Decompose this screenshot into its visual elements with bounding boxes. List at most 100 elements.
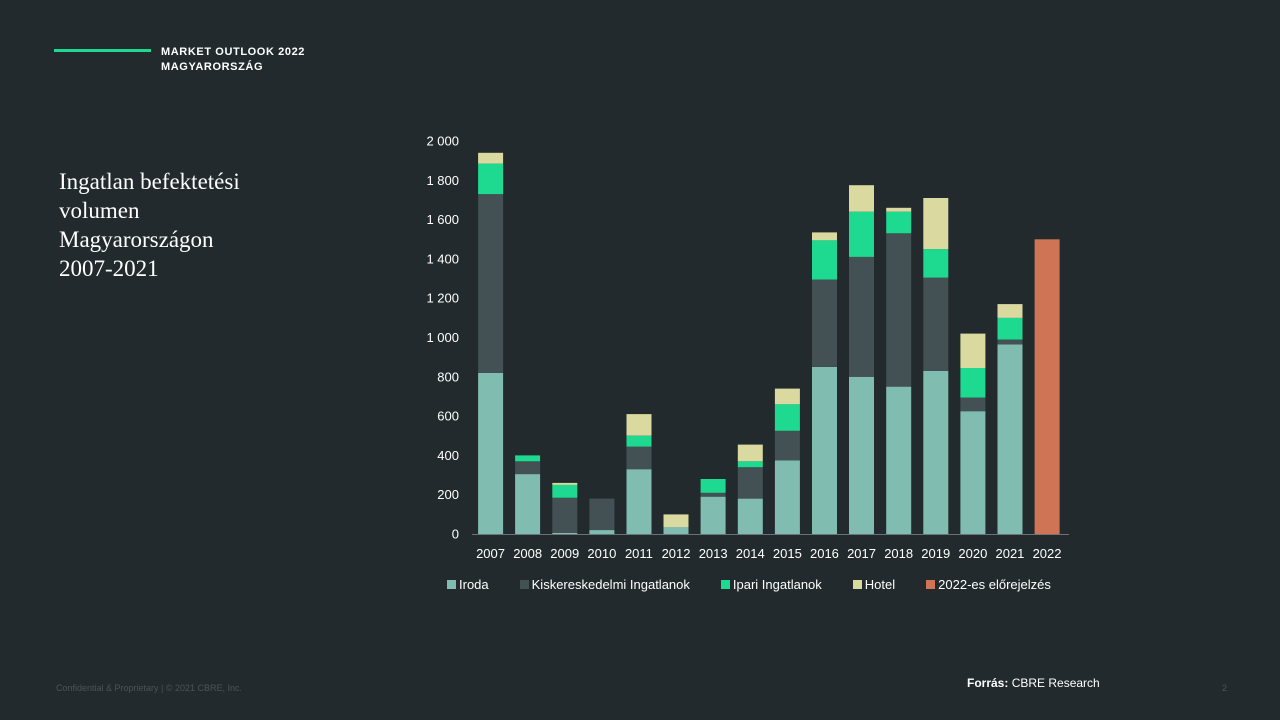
bar-segment [700, 496, 726, 534]
y-tick-label: 1 800 [426, 173, 459, 188]
bar-segment [774, 460, 800, 534]
bar-segment [997, 339, 1023, 345]
bar-segment [589, 498, 615, 530]
legend-item-ipari: Ipari Ingatlanok [720, 577, 822, 592]
header-subtitle: MAGYARORSZÁG [161, 61, 264, 73]
legend-item-iroda: Iroda [447, 577, 489, 592]
bar-segment [774, 388, 800, 405]
bar-segment [849, 185, 874, 212]
x-tick-label: 2011 [625, 546, 653, 561]
legend-item-hotel: Hotel [852, 577, 896, 592]
bar-segment [589, 530, 615, 534]
header-title: MARKET OUTLOOK 2022 [161, 46, 306, 58]
bar-segment [478, 152, 504, 164]
bar-segment [923, 277, 949, 371]
bar-segment [960, 333, 986, 368]
page-title: Ingatlan befektetési volumen Magyarorszá… [59, 167, 319, 283]
legend-swatch-forecast [926, 580, 936, 589]
legend-label: Kiskereskedelmi Ingatlanok [531, 577, 690, 592]
y-tick-label: 0 [452, 527, 459, 542]
bar-segment [812, 367, 837, 534]
x-tick-label: 2016 [810, 546, 839, 561]
legend-label: Ipari Ingatlanok [732, 577, 822, 592]
report-header: MARKET OUTLOOK 2022 MAGYARORSZÁG [161, 45, 305, 75]
bar-segment [849, 211, 874, 257]
bar-segment [997, 344, 1023, 534]
bar-segment [737, 498, 763, 534]
bar-segment [886, 207, 912, 212]
x-tick-label: 2013 [699, 546, 728, 561]
x-tick-label: 2012 [662, 546, 691, 561]
source-note: Forrás: CBRE Research [967, 676, 1100, 690]
y-tick-label: 2 000 [426, 134, 459, 149]
bar-segment [886, 386, 912, 534]
source-label: Forrás: [967, 676, 1009, 690]
legend-swatch-iroda [447, 580, 456, 589]
bar-segment [1034, 239, 1060, 535]
source-text: CBRE Research [1011, 676, 1100, 690]
bar-segment [737, 461, 763, 468]
bar-segment [552, 484, 578, 498]
bar-segment [812, 232, 837, 241]
legend-swatch-hotel [852, 580, 862, 589]
bar-segment [626, 414, 652, 436]
bar-segment [626, 469, 652, 534]
bar-segment [552, 482, 578, 485]
bar-segment [812, 279, 837, 367]
bar-segment [960, 411, 986, 534]
bar-segment [552, 497, 578, 533]
bar-segment [515, 474, 541, 534]
y-tick-label: 1 400 [426, 251, 459, 266]
legend-label: 2022-es előrejelzés [938, 577, 1051, 592]
y-tick-label: 400 [437, 448, 459, 463]
bar-segment [997, 304, 1023, 318]
bar-segment [923, 249, 949, 278]
chart-legend: Iroda Kiskereskedelmi Ingatlanok Ipari I… [447, 577, 1051, 592]
title-line: 2007-2021 [59, 256, 159, 281]
bar-segment [478, 163, 504, 195]
legend-swatch-ipari [720, 580, 730, 589]
legend-item-forecast: 2022-es előrejelzés [926, 577, 1051, 592]
x-tick-label: 2022 [1033, 546, 1062, 561]
legend-label: Iroda [459, 577, 489, 592]
x-tick-label: 2021 [995, 546, 1024, 561]
bar-segment [626, 435, 652, 447]
x-tick-label: 2017 [847, 546, 876, 561]
bar-segment [774, 404, 800, 431]
title-line: volumen [59, 198, 140, 223]
accent-line [54, 49, 151, 52]
bar-segment [737, 444, 763, 462]
x-tick-label: 2018 [884, 546, 913, 561]
y-tick-label: 1 200 [426, 291, 459, 306]
y-tick-label: 200 [437, 487, 459, 502]
bar-segment [849, 256, 874, 377]
y-tick-label: 1 600 [426, 212, 459, 227]
bar-segment [515, 461, 541, 475]
bar-segment [886, 211, 912, 234]
bar-segment [626, 446, 652, 470]
x-tick-label: 2020 [958, 546, 987, 561]
bar-segment [478, 372, 504, 534]
stacked-bar-chart: 0 200 400 600 800 1 000 1 200 1 400 1 600 1 800 2 … [426, 134, 1069, 561]
bar-segment [923, 198, 949, 250]
y-tick-label: 600 [437, 409, 459, 424]
bar-segment [552, 533, 578, 534]
x-tick-label: 2008 [513, 546, 542, 561]
bar-segment [886, 233, 912, 387]
x-tick-label: 2019 [921, 546, 950, 561]
bar-segment [812, 240, 837, 280]
x-tick-label: 2007 [476, 546, 505, 561]
y-tick-label: 1 000 [426, 330, 459, 345]
bar-segment [515, 455, 541, 462]
bar-segment [960, 368, 986, 398]
confidential-note: Confidential & Proprietary | © 2021 CBRE… [56, 683, 243, 693]
y-tick-label: 800 [437, 369, 459, 384]
legend-label: Hotel [864, 577, 896, 592]
x-tick-label: 2010 [587, 546, 616, 561]
bar-segment [960, 397, 986, 412]
x-tick-label: 2014 [736, 546, 765, 561]
bar-segment [700, 479, 726, 493]
bar-segment [774, 430, 800, 461]
x-tick-label: 2015 [773, 546, 802, 561]
bar-segment [923, 370, 949, 534]
